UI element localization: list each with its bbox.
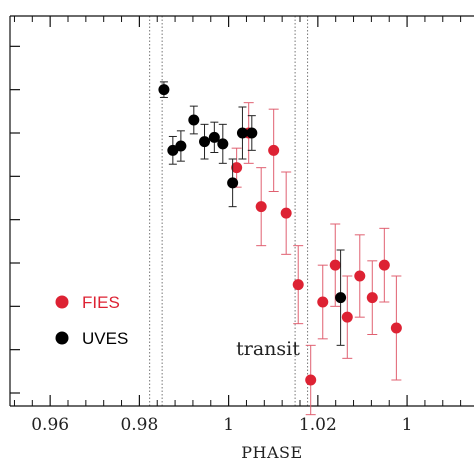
data-point-fies: [292, 279, 304, 291]
data-point-uves: [199, 136, 211, 148]
x-tick-label: 1: [223, 415, 234, 435]
series-uves: [158, 81, 347, 346]
x-tick-label: 0.96: [31, 415, 69, 435]
data-point-fies: [378, 259, 390, 271]
data-series: [158, 81, 402, 416]
data-point-fies: [280, 207, 292, 219]
legend: FIES UVES: [55, 293, 128, 348]
x-tick-label: 0.98: [120, 415, 158, 435]
data-point-uves: [217, 138, 229, 150]
legend-label-fies: FIES: [82, 293, 120, 312]
data-point-uves: [246, 127, 258, 139]
data-point-fies: [366, 292, 378, 304]
data-point-fies: [341, 311, 353, 323]
data-point-fies: [231, 162, 243, 174]
legend-label-uves: UVES: [82, 329, 128, 348]
data-point-fies: [354, 270, 366, 282]
data-point-uves: [335, 292, 347, 304]
data-point-fies: [317, 296, 329, 308]
data-point-fies: [268, 144, 280, 156]
data-point-fies: [390, 322, 402, 334]
data-point-uves: [188, 114, 200, 126]
data-point-uves: [158, 84, 170, 96]
data-point-uves: [236, 127, 248, 139]
data-point-uves: [227, 177, 239, 189]
data-point-uves: [208, 131, 220, 143]
x-tick-label: 1: [402, 415, 413, 435]
legend-marker-fies: [55, 295, 69, 309]
data-point-fies: [305, 374, 317, 386]
data-point-uves: [175, 140, 187, 152]
data-point-fies: [255, 201, 267, 213]
x-axis-title: PHASE: [241, 443, 302, 462]
data-point-uves: [167, 144, 179, 156]
data-point-fies: [329, 259, 341, 271]
transit-annotation: transit: [236, 338, 300, 360]
axes: 0.96 0.98 1 1.02 1: [9, 15, 474, 435]
x-tick-label: 1.02: [299, 415, 337, 435]
legend-marker-uves: [55, 331, 69, 345]
series-fies: [231, 102, 402, 416]
